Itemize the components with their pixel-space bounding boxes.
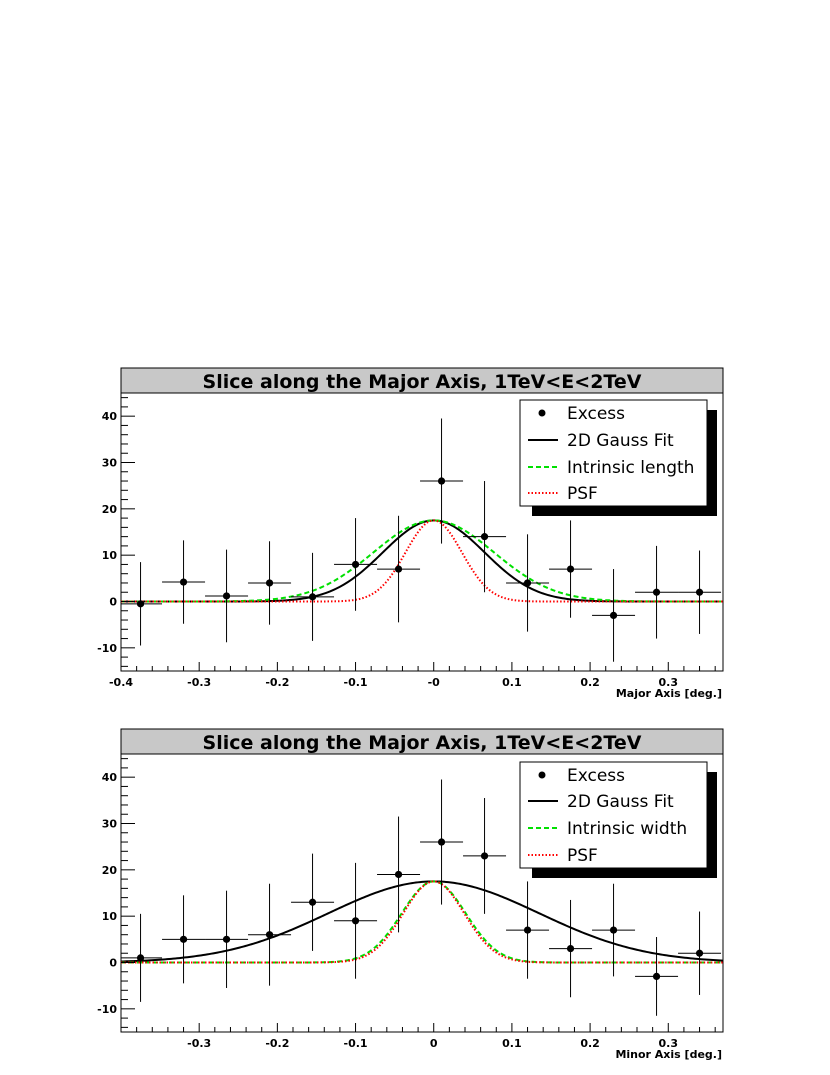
- data-point: [566, 945, 575, 953]
- legend-label-excess: Excess: [567, 766, 625, 786]
- data-point: [179, 578, 188, 586]
- data-point: [136, 600, 145, 608]
- curve-2d-gauss-fit: [121, 880, 723, 963]
- y-tick-label: -10: [97, 642, 117, 655]
- legend-box: [519, 399, 708, 507]
- y-tick-label: 20: [102, 503, 118, 516]
- legend-marker-excess: [538, 409, 546, 417]
- data-point: [351, 560, 360, 569]
- x-tick-label: 0.1: [502, 676, 522, 689]
- data-point: [308, 898, 317, 906]
- legend-label-fit: 2D Gauss Fit: [567, 431, 674, 451]
- data-point: [222, 935, 231, 943]
- y-tick-label: 30: [102, 457, 118, 470]
- data-point: [652, 588, 661, 596]
- y-tick-label: 40: [102, 771, 118, 784]
- legend-label-intrinsic: Intrinsic width: [567, 819, 687, 839]
- x-tick-label: -0.1: [344, 676, 368, 689]
- y-tick-label: 30: [102, 818, 118, 831]
- legend-marker-excess: [538, 771, 546, 779]
- data-point: [394, 870, 403, 879]
- chart-title: Slice along the Major Axis, 1TeV<E<2TeV: [203, 732, 642, 754]
- legend-label-fit: 2D Gauss Fit: [567, 792, 674, 812]
- x-tick-label: -0.1: [344, 1037, 368, 1050]
- data-point: [652, 972, 661, 981]
- legend: Excess 2D Gauss Fit Intrinsic length PSF: [519, 399, 717, 516]
- chart-title: Slice along the Major Axis, 1TeV<E<2TeV: [203, 371, 642, 393]
- y-tick-label: 0: [109, 596, 117, 609]
- x-tick-label: 0.2: [580, 1037, 600, 1050]
- x-tick-label: -0.3: [187, 1037, 211, 1050]
- title-box: [120, 728, 724, 755]
- data-point: [480, 533, 489, 541]
- data-point: [222, 592, 231, 600]
- y-tick-label: 10: [102, 910, 118, 923]
- data-point: [351, 917, 360, 925]
- chart-panel-major-axis: -0.4 -0.3 -0.2 -0.1 -0 0.1 0.2 0.3-10010203040 …: [97, 367, 724, 700]
- legend-label-psf: PSF: [567, 484, 598, 504]
- x-tick-label: 0: [430, 1037, 438, 1050]
- legend-label-psf: PSF: [567, 846, 598, 866]
- y-tick-label: 40: [102, 410, 118, 423]
- x-tick-label: -0.4: [109, 676, 133, 689]
- x-tick-label: 0.3: [659, 676, 679, 689]
- data-point: [437, 477, 446, 485]
- curve-intrinsic-length: [121, 519, 723, 603]
- y-tick-label: 10: [102, 549, 118, 562]
- curve-intrinsic-width: [121, 880, 723, 964]
- data-point: [523, 926, 532, 934]
- data-marks: [121, 418, 723, 662]
- title-box: [120, 367, 724, 394]
- data-point: [179, 935, 188, 943]
- y-tick-label: -10: [97, 1003, 117, 1016]
- data-point: [394, 565, 403, 573]
- data-point: [609, 926, 618, 934]
- x-tick-label: -0.2: [265, 676, 289, 689]
- x-axis-label: Major Axis [deg.]: [616, 687, 722, 700]
- chart-panel-minor-axis: -0.3 -0.2 -0.1 0 0.1 0.2 0.3 -10 0 10 20 30 40 Slice…: [97, 728, 724, 1061]
- y-tick-label: 20: [102, 864, 118, 877]
- curve-psf: [121, 519, 723, 603]
- axes: -0.3 -0.2 -0.1 0 0.1 0.2 0.3 -10 0 10 20 30 40: [97, 758, 716, 1050]
- x-tick-label: 0.2: [580, 676, 600, 689]
- data-point: [566, 565, 575, 573]
- data-point: [695, 588, 704, 596]
- y-tick-label: 0: [109, 957, 117, 970]
- axes: -0.4 -0.3 -0.2 -0.1 -0 0.1 0.2 0.3 -10 0 10 20 30 40: [97, 397, 716, 689]
- data-point: [265, 579, 274, 587]
- data-point: [523, 579, 532, 587]
- legend-label-intrinsic: Intrinsic length: [567, 458, 694, 478]
- data-point: [480, 852, 489, 860]
- legend-label-excess: Excess: [567, 404, 625, 424]
- x-axis-label: Minor Axis [deg.]: [615, 1048, 722, 1061]
- x-tick-label: 0.3: [659, 1037, 679, 1050]
- data-point: [609, 611, 618, 620]
- data-point: [308, 593, 317, 601]
- data-point: [265, 931, 274, 939]
- x-tick-label: 0.1: [502, 1037, 522, 1050]
- data-marks: [121, 779, 723, 1016]
- x-tick-label: -0.2: [265, 1037, 289, 1050]
- data-point: [695, 949, 704, 957]
- x-tick-label: -0: [428, 676, 441, 689]
- x-tick-label: -0.3: [187, 676, 211, 689]
- legend: Excess 2D Gauss Fit Intrinsic width PSF: [519, 761, 717, 878]
- legend-box: [519, 761, 708, 869]
- data-point: [136, 954, 145, 962]
- data-point: [437, 838, 446, 846]
